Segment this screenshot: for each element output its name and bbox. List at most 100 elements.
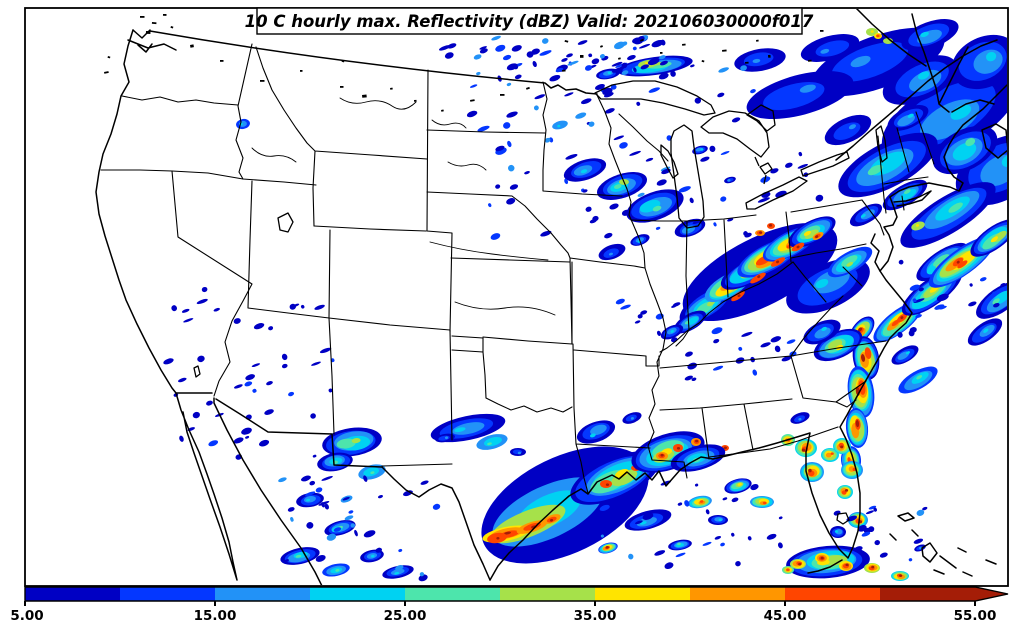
echo-cluster (952, 257, 964, 267)
lake-superior (594, 80, 716, 116)
colorbar-segment (310, 587, 405, 601)
echo-cluster (656, 452, 668, 460)
echo-cluster (576, 420, 616, 444)
echo-cluster (891, 345, 919, 365)
colorbar-segment (25, 587, 120, 601)
echo-cluster (598, 243, 626, 261)
echo-cluster (821, 448, 839, 462)
echo-cluster (596, 172, 648, 200)
title-text: 10 C hourly max. Reflectivity (dBZ) Vali… (245, 12, 814, 31)
echo-cluster (967, 318, 1003, 346)
echo-cluster (552, 120, 568, 130)
echo-cluster (755, 230, 765, 236)
lake-michigan (670, 124, 705, 229)
echo-cluster (510, 448, 526, 456)
echo-cluster (901, 19, 959, 51)
echo-cluster (598, 542, 618, 554)
colorbar-segment (595, 587, 690, 601)
echo-cluster (839, 561, 853, 571)
echo-cluster (317, 452, 353, 472)
echo-cluster (824, 114, 872, 146)
echo-cluster (951, 34, 1007, 90)
echo-cluster (782, 566, 794, 574)
echo-cluster (322, 563, 350, 577)
echo-cluster (296, 492, 324, 508)
echo-cluster (322, 427, 382, 457)
coastlines (95, 9, 1007, 585)
lake-huron (700, 110, 770, 158)
echo-cluster (360, 549, 384, 563)
echo-cluster (435, 433, 455, 443)
echo-cluster (800, 34, 860, 62)
colorbar-segment (880, 587, 975, 601)
colorbar-tick-label: 35.00 (574, 608, 617, 624)
echo-cluster (827, 246, 873, 278)
colorbar-segment (785, 587, 880, 601)
echo-cluster (800, 462, 824, 482)
echo-cluster (833, 438, 851, 454)
echo-cluster (280, 547, 320, 565)
echo-cluster (812, 232, 824, 240)
echo-cluster (790, 559, 806, 569)
echo-cluster (874, 33, 882, 39)
colorbar-tick-label: 45.00 (764, 608, 807, 624)
echo-cluster (803, 319, 841, 345)
echo-cluster (750, 496, 774, 508)
colorbar-tick-label: 15.00 (194, 608, 237, 624)
echo-cluster (746, 71, 854, 119)
echo-cluster (866, 28, 878, 36)
echo-cluster (864, 563, 880, 573)
echo-cluster (896, 313, 908, 323)
echo-cluster (660, 324, 684, 340)
echo-cluster (882, 55, 958, 105)
colorbar-tick-label: 5.00 (10, 608, 43, 624)
echo-cluster (543, 514, 561, 524)
echo-cluster (724, 176, 736, 184)
echo-cluster (622, 412, 642, 424)
colorbar-extend-arrow (975, 587, 1008, 601)
echo-cluster (600, 480, 612, 488)
colorbar-segment (690, 587, 785, 601)
echo-cluster (673, 444, 683, 452)
echo-cluster (624, 509, 672, 531)
colorbar-segment (120, 587, 215, 601)
echo-cluster (487, 532, 507, 544)
echo-cluster (734, 48, 786, 72)
echo-cluster (750, 272, 766, 284)
lakes (193, 80, 888, 525)
echo-cluster (837, 485, 853, 499)
echo-cluster (932, 125, 998, 175)
lake-ontario (800, 151, 850, 177)
echo-cluster (838, 132, 938, 198)
colorbar-segment (500, 587, 595, 601)
plot-title: 10 C hourly max. Reflectivity (dBZ) Vali… (245, 7, 814, 35)
colorbar-segment (405, 587, 500, 601)
state-borders (100, 43, 935, 494)
echo-cluster (668, 539, 692, 551)
echo-cluster (788, 216, 836, 248)
echo-cluster (688, 495, 712, 509)
echo-cluster (970, 219, 1007, 257)
echo-cluster (900, 182, 996, 248)
lake-erie (745, 176, 808, 210)
echo-cluster (708, 515, 728, 525)
echo-cluster (845, 408, 869, 448)
echo-cluster (691, 438, 701, 446)
echo-cluster (815, 553, 829, 563)
echo-cluster (891, 571, 909, 581)
colorbar-tick-label: 25.00 (384, 608, 427, 624)
echo-cluster (830, 526, 846, 538)
echo-cluster (724, 478, 752, 494)
echo-cluster (731, 290, 745, 302)
radar-echo-layer (163, 19, 1007, 582)
echo-cluster (563, 158, 607, 182)
echo-cluster (382, 565, 414, 579)
echo-cluster (692, 145, 708, 155)
echo-cluster (887, 105, 929, 131)
title-box (256, 7, 803, 35)
echo-cluster (911, 221, 925, 231)
colorbar-tick-label: 55.00 (954, 608, 997, 624)
echo-cluster (767, 223, 775, 229)
